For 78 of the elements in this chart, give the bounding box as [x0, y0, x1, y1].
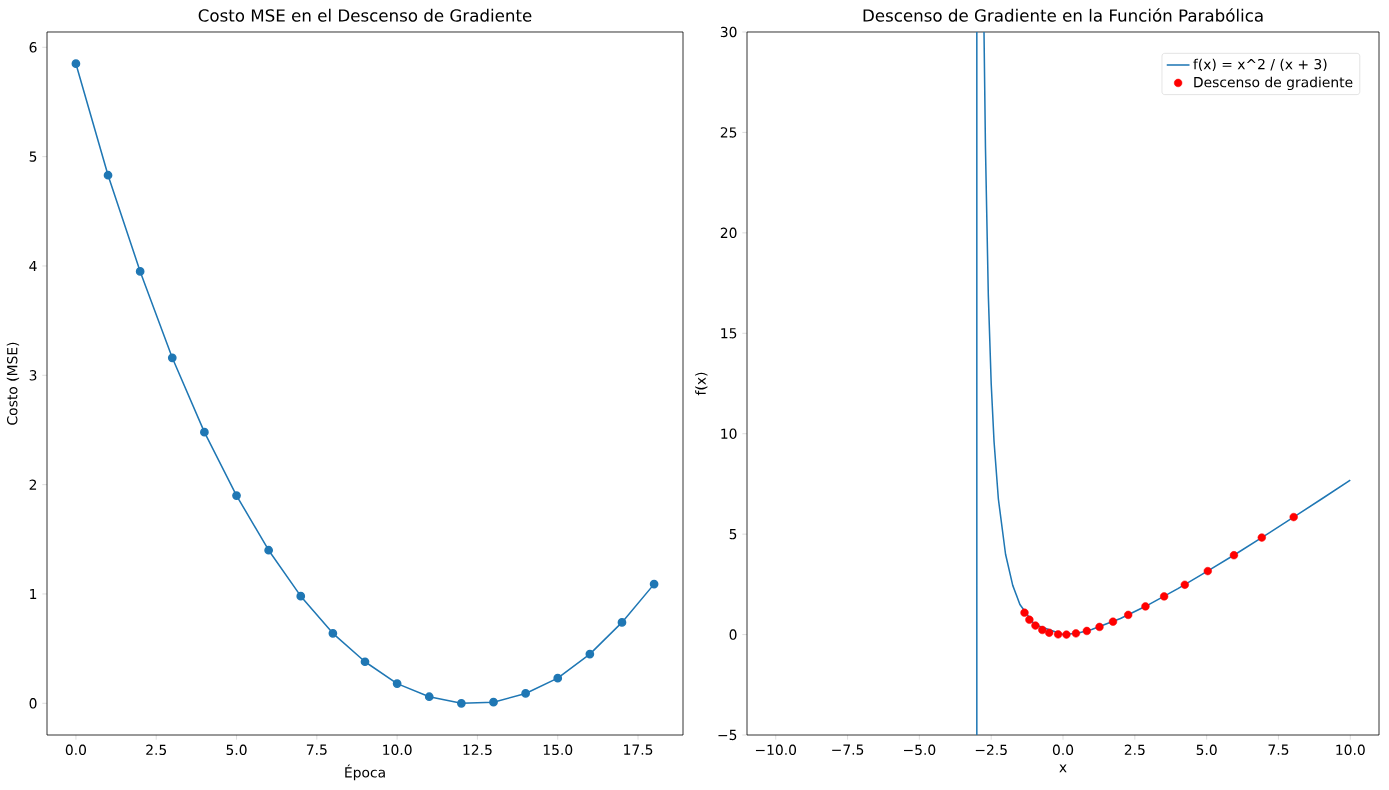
- x-tick-label: 15.0: [543, 744, 573, 756]
- x-tick-label: 5.0: [226, 744, 247, 756]
- point: [1053, 630, 1063, 639]
- y-tick-label: 5: [729, 529, 737, 540]
- point: [1257, 533, 1266, 542]
- point: [617, 618, 627, 627]
- point: [424, 692, 434, 702]
- x-tick-label: 7.5: [1268, 744, 1289, 755]
- point: [360, 657, 370, 667]
- x-tick-label: 2.5: [146, 744, 167, 756]
- point: [1289, 512, 1298, 522]
- point: [1108, 617, 1118, 626]
- point: [232, 491, 241, 500]
- point: [457, 698, 466, 708]
- x-tick-label: −2.5: [975, 744, 1007, 756]
- point: [1071, 629, 1081, 638]
- y-tick-label: 30: [720, 26, 737, 38]
- point: [1020, 608, 1029, 617]
- x-tick-label: 2.5: [1124, 744, 1145, 756]
- x-axis-title: Época: [345, 764, 385, 781]
- y-tick-label: −5: [718, 729, 737, 741]
- point: [1203, 566, 1212, 576]
- point: [392, 679, 402, 688]
- x-tick-label: −10.0: [755, 744, 797, 756]
- point: [1095, 622, 1104, 632]
- point: [167, 353, 177, 363]
- y-tick-label: 15: [721, 328, 737, 339]
- y-tick-label: 4: [29, 260, 37, 272]
- y-tick-label: 5: [29, 151, 37, 162]
- x-tick-label: −5.0: [904, 744, 936, 756]
- point: [1229, 551, 1239, 560]
- y-tick-label: 10: [721, 428, 737, 439]
- point: [649, 579, 659, 589]
- point: [200, 427, 209, 437]
- point: [1159, 592, 1169, 601]
- point: [1045, 628, 1054, 637]
- point: [1025, 615, 1034, 624]
- point: [585, 649, 595, 659]
- point: [489, 697, 498, 707]
- x-tick-label: 0.0: [1052, 744, 1074, 756]
- legend-label: f(x) = x^2 / (x + 3): [1193, 58, 1327, 72]
- y-tick-label: 2: [29, 479, 37, 490]
- point: [1180, 580, 1189, 589]
- x-tick-label: −7.5: [832, 744, 864, 755]
- chart-title: Costo MSE en el Descenso de Gradiente: [198, 8, 532, 22]
- point: [553, 673, 563, 683]
- x-tick-label: 0.0: [65, 744, 87, 756]
- point: [1124, 610, 1133, 620]
- y-axis-title: f(x): [695, 372, 708, 396]
- y-tick-label: 6: [29, 42, 37, 53]
- y-tick-label: 0: [29, 698, 37, 709]
- point: [1062, 630, 1071, 639]
- legend-label: Descenso de gradiente: [1194, 76, 1353, 91]
- x-tick-label: 12.5: [463, 744, 492, 756]
- x-tick-label: 5.0: [1196, 744, 1217, 756]
- x-tick-label: 10.0: [383, 744, 412, 756]
- point: [135, 267, 145, 276]
- x-axis-title: x: [1059, 764, 1067, 773]
- y-tick-label: 20: [720, 227, 737, 239]
- x-tick-label: 10.0: [1336, 744, 1365, 756]
- point: [264, 545, 274, 555]
- point: [328, 628, 338, 638]
- point: [1038, 625, 1047, 635]
- point: [1141, 602, 1150, 611]
- point: [521, 689, 530, 698]
- y-tick-label: 25: [720, 127, 737, 138]
- x-tick-label: 17.5: [624, 744, 653, 755]
- chart-title: Descenso de Gradiente en la Función Parabólica: [863, 8, 1263, 22]
- point: [103, 170, 113, 180]
- point: [1031, 621, 1040, 630]
- y-tick-label: 1: [30, 588, 37, 600]
- point: [71, 59, 81, 69]
- x-tick-label: 7.5: [306, 744, 327, 755]
- point: [1082, 626, 1091, 636]
- y-tick-label: 3: [29, 370, 37, 381]
- point: [296, 591, 306, 601]
- y-tick-label: 0: [729, 629, 737, 640]
- y-axis-title: Costo (MSE): [6, 342, 20, 425]
